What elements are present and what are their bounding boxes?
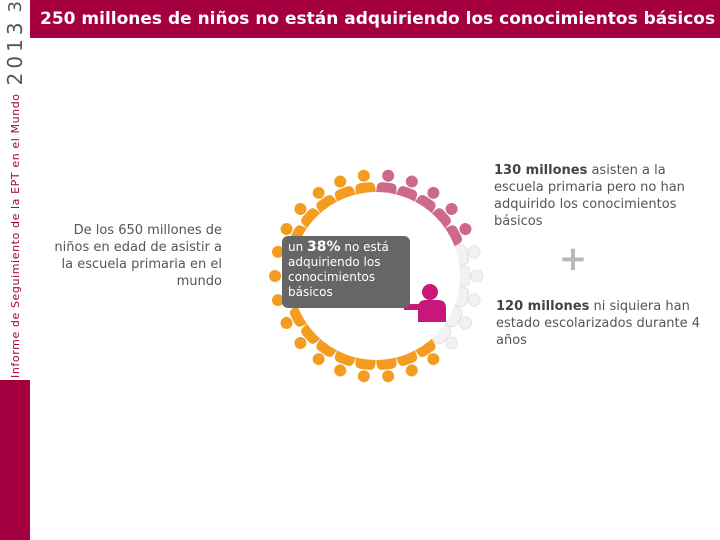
- out-of-school-count: 120 millones: [496, 299, 590, 314]
- highlight-figure: [404, 284, 446, 322]
- out-of-school-note: 120 millones ni siquiera han estado esco…: [496, 298, 712, 349]
- sidebar-band: [0, 380, 30, 540]
- in-school-text: asisten a la escuela primaria pero no ha…: [494, 163, 685, 229]
- sidebar-white-area: [0, 0, 30, 380]
- out-of-school-text: ni siquiera han estado escolarizados dur…: [496, 299, 701, 348]
- left-caption: De los 650 millones de niños en edad de …: [54, 223, 222, 289]
- callout-percent: 38%: [307, 239, 341, 255]
- highlight-figure-body: [418, 300, 446, 322]
- highlight-figure-head: [422, 284, 438, 300]
- plus-icon: +: [558, 239, 588, 279]
- callout-box: un 38% no está adquiriendo los conocimie…: [282, 236, 410, 308]
- callout-text: no está adquiriendo los conocimientos bá…: [288, 240, 389, 299]
- in-school-count: 130 millones: [494, 163, 588, 178]
- page-title-text: 250 millones de niños no están adquirien…: [40, 9, 716, 29]
- in-school-note: 130 millones asisten a la escuela primar…: [494, 162, 714, 230]
- highlight-figure-arm: [404, 304, 420, 310]
- callout-prefix: un: [288, 240, 308, 254]
- page-title: 250 millones de niños no están adquirien…: [30, 0, 720, 38]
